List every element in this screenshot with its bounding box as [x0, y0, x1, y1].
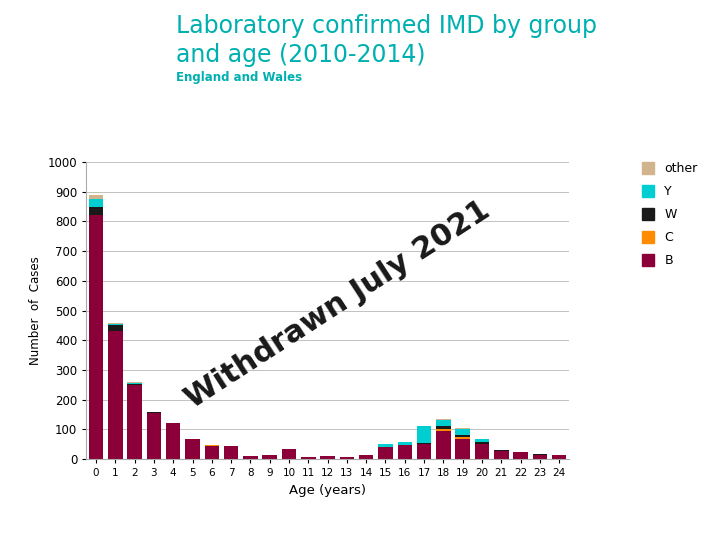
Bar	[108, 331, 122, 459]
Bar	[282, 449, 296, 459]
Bar	[378, 447, 392, 459]
Bar	[397, 442, 412, 445]
Bar	[436, 420, 451, 426]
Bar	[436, 431, 451, 459]
Bar	[494, 450, 508, 451]
Bar	[456, 439, 470, 459]
Bar	[127, 384, 142, 459]
Bar	[456, 428, 470, 429]
Bar	[89, 194, 103, 199]
Bar	[552, 455, 567, 459]
Bar	[204, 445, 219, 446]
Bar	[417, 427, 431, 443]
Bar	[166, 423, 181, 459]
Bar	[417, 426, 431, 427]
Bar	[474, 439, 489, 442]
Bar	[359, 455, 374, 459]
Bar	[340, 457, 354, 459]
Text: Withdrawn July 2021: Withdrawn July 2021	[180, 195, 495, 414]
Bar	[436, 426, 451, 429]
Bar	[243, 456, 258, 459]
Bar	[378, 444, 392, 447]
Bar	[89, 199, 103, 206]
Bar	[108, 323, 122, 324]
Bar	[436, 419, 451, 420]
Bar	[513, 453, 528, 459]
Bar	[108, 325, 122, 331]
Bar	[456, 435, 470, 437]
Bar	[185, 439, 199, 459]
Text: and age (2010-2014): and age (2010-2014)	[176, 43, 426, 67]
Text: England and Wales: England and Wales	[176, 71, 302, 84]
Bar	[474, 442, 489, 444]
Bar	[89, 215, 103, 459]
X-axis label: Age (years): Age (years)	[289, 484, 366, 497]
Bar	[474, 444, 489, 459]
Bar	[417, 443, 431, 444]
Y-axis label: Number  of  Cases: Number of Cases	[30, 256, 42, 365]
Bar	[436, 429, 451, 431]
Bar	[108, 324, 122, 325]
Bar	[397, 445, 412, 459]
Bar	[263, 455, 277, 459]
Bar	[494, 451, 508, 459]
Bar	[89, 206, 103, 215]
Bar	[456, 429, 470, 435]
Bar	[224, 446, 238, 459]
Bar	[417, 444, 431, 459]
Bar	[301, 457, 315, 459]
Bar	[513, 452, 528, 453]
Bar	[456, 437, 470, 439]
Text: Immunisation against meningococcal B disease for infants aged from two months: Immunisation against meningococcal B dis…	[47, 516, 474, 525]
Bar	[533, 455, 547, 459]
Bar	[533, 454, 547, 455]
Bar	[204, 446, 219, 459]
Bar	[127, 382, 142, 383]
Text: 11: 11	[13, 514, 30, 527]
Bar	[127, 383, 142, 384]
Bar	[147, 413, 161, 459]
Bar	[320, 456, 335, 459]
Legend: other, Y, W, C, B: other, Y, W, C, B	[642, 163, 698, 267]
Text: Laboratory confirmed IMD by group: Laboratory confirmed IMD by group	[176, 14, 598, 37]
